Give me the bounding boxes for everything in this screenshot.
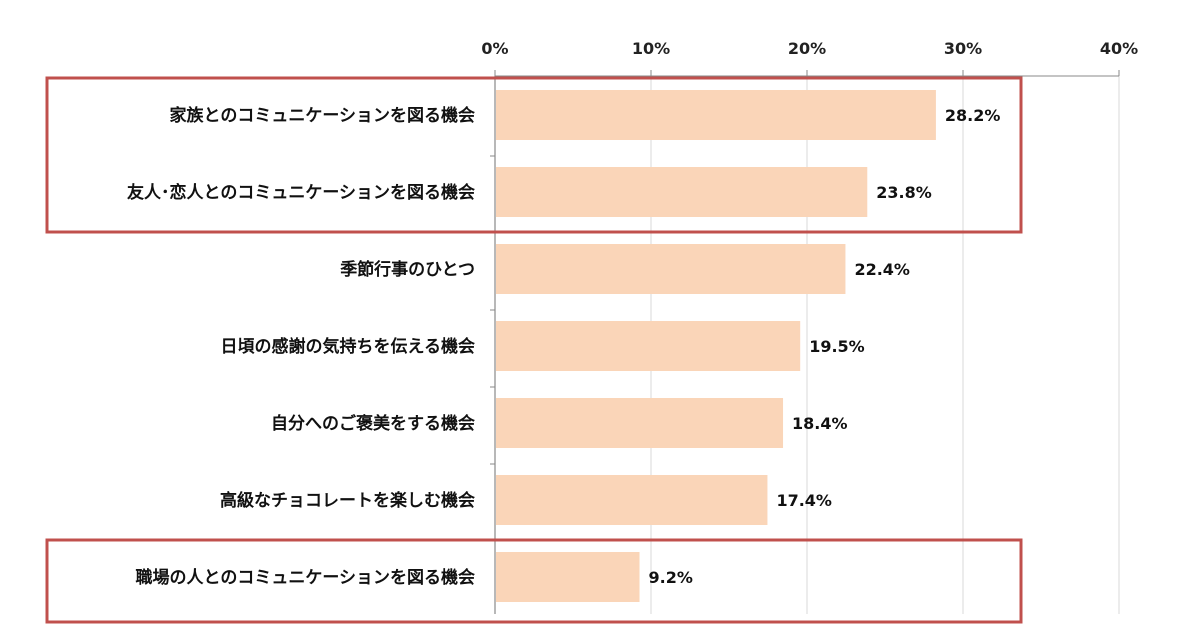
category-label: 自分へのご褒美をする機会 (271, 413, 475, 434)
bar (496, 244, 846, 294)
category-label: 友人･恋人とのコミュニケーションを図る機会 (127, 182, 475, 203)
value-label: 22.4% (854, 260, 910, 279)
value-label: 17.4% (776, 491, 832, 510)
category-label: 季節行事のひとつ (340, 259, 475, 280)
category-label: 家族とのコミュニケーションを図る機会 (170, 105, 476, 126)
bar (496, 167, 868, 217)
category-label: 職場の人とのコミュニケーションを図る機会 (136, 567, 476, 588)
x-tick-label: 0% (481, 39, 508, 58)
highlight-box (45, 76, 1023, 234)
bar (496, 552, 640, 602)
value-label: 19.5% (809, 337, 865, 356)
category-labels: 家族とのコミュニケーションを図る機会友人･恋人とのコミュニケーションを図る機会季… (127, 105, 475, 588)
x-tick-label: 30% (944, 39, 982, 58)
x-tick-label: 40% (1100, 39, 1138, 58)
value-label: 28.2% (945, 106, 1001, 125)
bar (496, 90, 936, 140)
value-label: 9.2% (649, 568, 693, 587)
x-axis-ticks: 0% 10% 20% 30% 40% (481, 39, 1138, 542)
bar (496, 475, 768, 525)
x-tick-label: 20% (788, 39, 826, 58)
highlight-box (45, 538, 1023, 624)
bars (496, 90, 936, 602)
highlight-boxes (45, 76, 1023, 624)
category-label: 高級なチョコレートを楽しむ機会 (220, 490, 475, 511)
value-label: 18.4% (792, 414, 848, 433)
category-label: 日頃の感謝の気持ちを伝える機会 (221, 336, 476, 357)
grid-lines (494, 76, 1120, 614)
bar (496, 321, 801, 371)
value-labels: 28.2% 23.8% 22.4% 19.5% 18.4% 17.4% 9.2% (649, 106, 1001, 587)
value-label: 23.8% (876, 183, 932, 202)
x-tick-label: 10% (632, 39, 670, 58)
bar (496, 398, 784, 448)
